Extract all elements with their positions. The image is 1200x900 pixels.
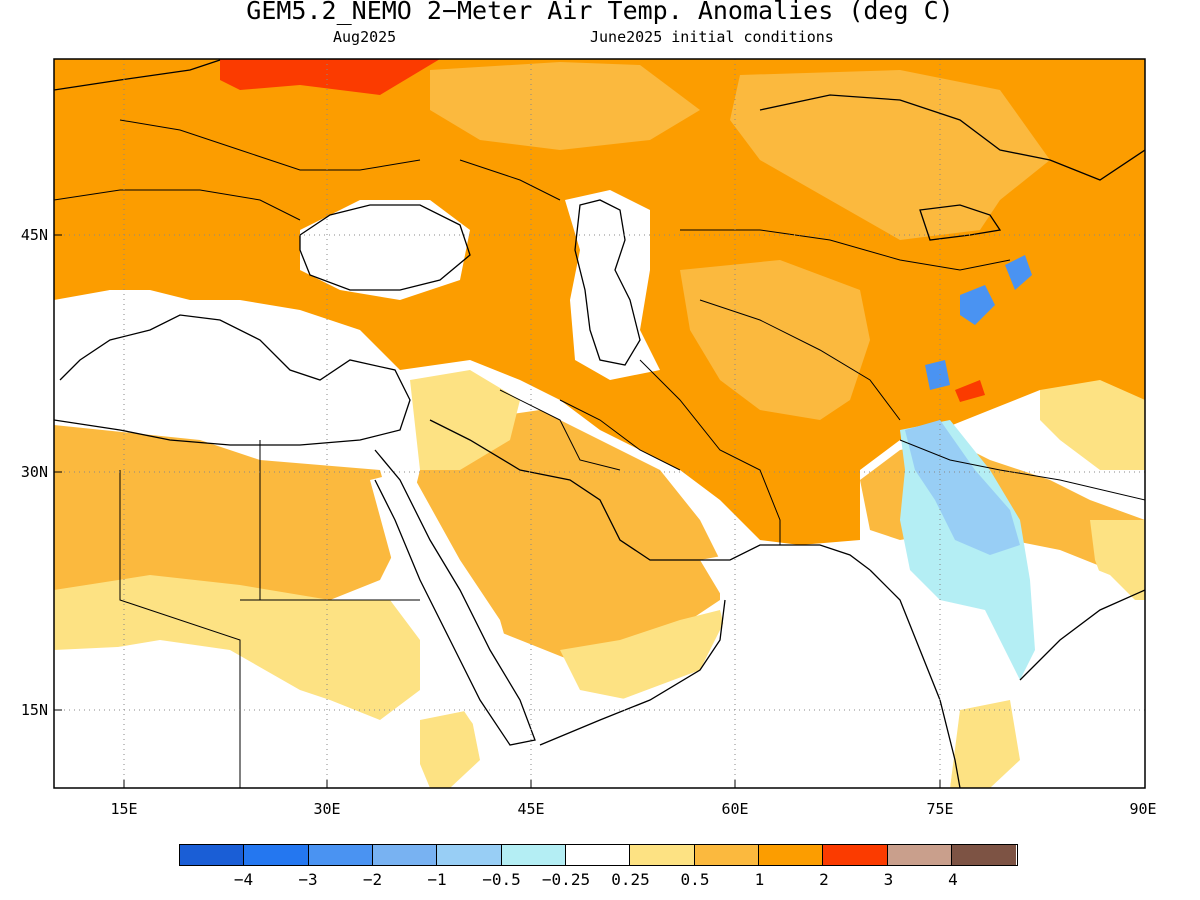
graticule [54, 59, 1145, 788]
colorbar-swatch [566, 845, 631, 865]
anomaly-region-neutral-mediterranean [54, 290, 410, 450]
anomaly-region-05to1-sahara [54, 425, 400, 600]
coastlines [54, 59, 1145, 788]
colorbar-swatch [952, 845, 1017, 865]
colorbar-swatch [823, 845, 888, 865]
anomaly-region-2to3-north [220, 59, 440, 95]
colorbar-label: −0.5 [482, 870, 521, 889]
colorbar-swatch [759, 845, 824, 865]
colorbar-swatch [244, 845, 309, 865]
anomaly-region-neutral-red-sea [370, 470, 540, 760]
colorbar-swatch [308, 845, 374, 865]
colorbar-label: −4 [233, 870, 254, 889]
axis-ticks [54, 234, 941, 788]
map-frame [53, 58, 1146, 789]
lon-tick-45e: 45E [517, 800, 545, 818]
colorbar-label: −0.25 [541, 870, 591, 889]
lon-tick-15e: 15E [110, 800, 138, 818]
colorbar-swatch [887, 845, 953, 865]
anomaly-region-025to05-south-india [950, 700, 1020, 788]
colorbar-label: −1 [427, 870, 447, 889]
colorbar-swatch [437, 845, 502, 865]
colorbar-label: 3 [883, 870, 894, 889]
anomaly-region-neutral-africa [54, 645, 430, 788]
political-borders [54, 119, 1145, 788]
colorbar-swatch [180, 845, 245, 865]
anomaly-region-05to1-arabia [410, 410, 720, 660]
anomaly-region-neutral-caspian [565, 190, 660, 380]
anomaly-region-2to3-kashmir [955, 380, 985, 402]
anomaly-region-cool-1b [960, 285, 995, 325]
anomaly-field [54, 59, 1145, 788]
colorbar-label: 0.25 [611, 870, 650, 889]
lon-tick-75e: 75E [926, 800, 954, 818]
colorbar-label: 2 [819, 870, 829, 889]
anomaly-region-025to05-india [1040, 380, 1145, 470]
lat-tick-45n: 45N [20, 226, 48, 244]
colorbar-label: 0.5 [680, 870, 710, 889]
anomaly-region-05to1-north [430, 62, 700, 150]
colorbar-label: −2 [362, 870, 383, 889]
anomaly-region-neutral-blacksea [300, 200, 470, 300]
colorbar-swatch [501, 845, 567, 865]
colorbar-swatch [373, 845, 438, 865]
anomaly-region-cool-1c [1005, 255, 1032, 290]
lat-tick-15n: 15N [20, 701, 48, 719]
anomaly-region-025to05-ethiopia [420, 710, 480, 788]
forecast-month: Aug2025 [333, 28, 397, 46]
colorbar-label: −3 [298, 870, 318, 889]
lon-tick-90e: 90E [1129, 800, 1157, 818]
colorbar-label: 4 [948, 870, 958, 889]
anomaly-region-05to1-central [680, 260, 870, 420]
map-title: GEM5.2_NEMO 2−Meter Air Temp. Anomalies … [246, 0, 954, 25]
lat-tick-30n: 30N [20, 463, 48, 481]
anomaly-region-05to1-east [730, 70, 1050, 240]
initial-conditions: June2025 initial conditions [590, 28, 834, 46]
colorbar-swatch [694, 845, 760, 865]
anomaly-region-cool-1 [925, 360, 950, 390]
lon-tick-30e: 30E [313, 800, 341, 818]
colorbar-swatch [630, 845, 695, 865]
colorbar-label: 1 [754, 870, 765, 889]
lon-tick-60e: 60E [721, 800, 749, 818]
anomaly-region-neutral-arabian-sea [560, 545, 960, 788]
anomaly-region-025to05-arabia [410, 370, 520, 470]
colorbar [179, 844, 1018, 866]
anomaly-region-025to05-africa [54, 575, 420, 720]
